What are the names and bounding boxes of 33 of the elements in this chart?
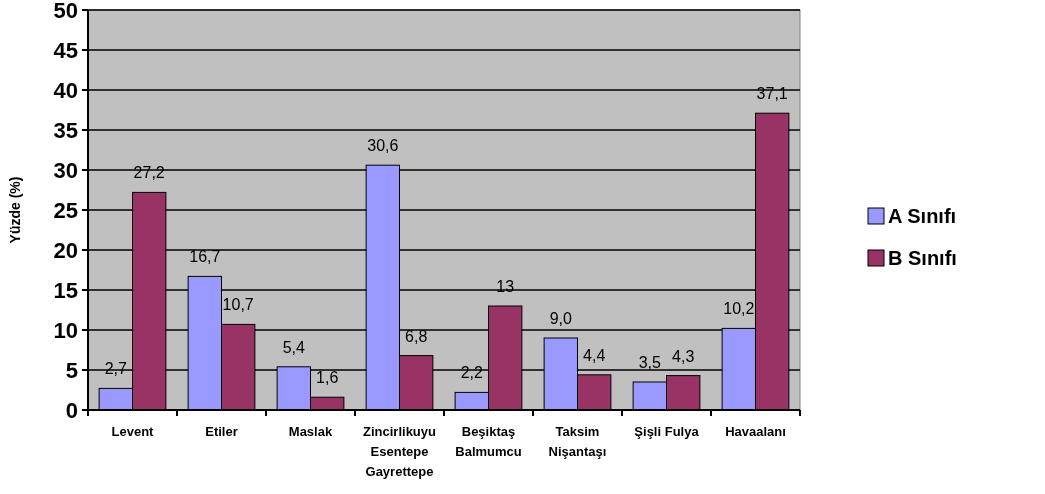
y-tick-label: 10	[53, 317, 78, 343]
y-tick-label: 30	[53, 157, 78, 183]
x-tick-label: Şişli Fulya	[634, 424, 700, 439]
data-label: 4,4	[583, 346, 606, 364]
x-tick-label: Maslak	[288, 424, 333, 439]
data-label: 30,6	[367, 137, 399, 155]
y-axis-title: Yüzde (%)	[7, 176, 23, 244]
data-label: 16,7	[189, 248, 221, 266]
y-tick-label: 15	[53, 277, 78, 303]
y-tick-label: 0	[65, 397, 78, 423]
data-label: 4,3	[672, 347, 695, 365]
data-label: 5,4	[282, 338, 306, 356]
y-tick-label: 45	[53, 37, 78, 63]
data-label: 6,8	[405, 327, 428, 345]
x-tick-label: Taksim Nişantaşı	[548, 424, 607, 459]
x-tick-label: Etiler	[205, 424, 238, 439]
data-label: 10,2	[723, 300, 755, 318]
y-tick-label: 40	[53, 77, 78, 103]
x-tick-label: Levent	[111, 424, 155, 439]
data-label: 9,0	[549, 310, 573, 327]
y-tick-label: 50	[53, 0, 78, 23]
data-label: 10,7	[222, 296, 254, 314]
data-label: 3,5	[638, 354, 662, 371]
y-tick-label: 5	[65, 357, 78, 383]
y-tick-label: 25	[53, 197, 78, 223]
y-tick-label: 20	[53, 237, 78, 263]
y-tick-label: 35	[53, 117, 78, 143]
legend-label: A Sınıfı	[888, 205, 957, 227]
x-tick-label: Beşiktaş Balmumcu	[455, 424, 522, 459]
data-label: 1,6	[316, 369, 339, 387]
x-tick-label: Zincirlikuyu Esentepe Gayrettepe	[363, 424, 437, 479]
legend-label: B Sınıfı	[888, 247, 957, 269]
x-tick-label: Havaalanı	[725, 424, 786, 439]
